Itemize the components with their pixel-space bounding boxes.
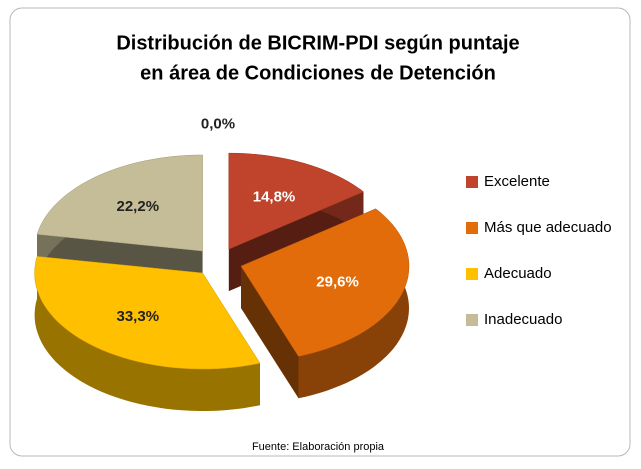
slice [34,256,261,370]
legend-swatch [466,176,478,188]
slice-wall [241,266,299,399]
legend-swatch [466,268,478,280]
slice-side [298,208,409,399]
data-label: 29,6% [316,274,359,291]
slice [228,152,364,250]
slice [240,208,410,357]
legend-label: Excelente [484,173,550,190]
chart-title: en área de Condiciones de Detención [140,62,496,84]
chart-title: Distribución de BICRIM-PDI según puntaje [116,32,519,54]
slice-side [34,256,260,411]
legend-label: Más que adecuado [484,219,612,236]
slice [36,154,203,252]
legend-label: Adecuado [484,265,552,282]
legend-swatch [466,222,478,234]
data-label: 22,2% [117,198,160,215]
data-label: 0,0% [201,115,235,132]
source-note: Fuente: Elaboración propia [252,441,385,453]
legend-label: Inadecuado [484,311,562,328]
data-label: 33,3% [117,308,160,325]
data-label: 14,8% [253,189,296,206]
slice-tops [34,152,410,370]
legend-swatch [466,314,478,326]
